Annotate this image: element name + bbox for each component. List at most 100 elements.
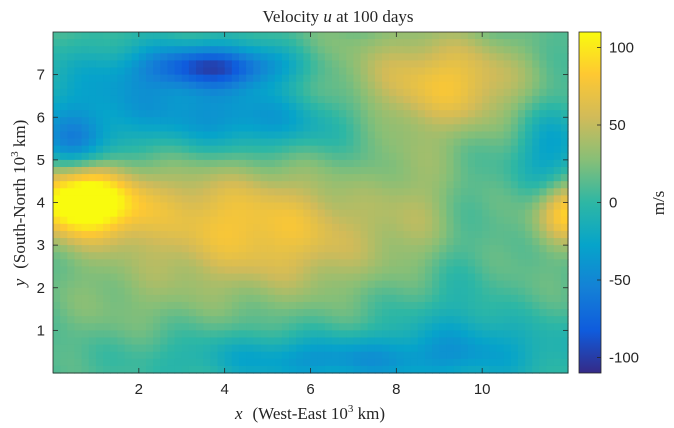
heatmap-cell xyxy=(81,301,90,310)
heatmap-cell xyxy=(374,138,383,147)
heatmap-cell xyxy=(324,294,333,303)
heatmap-cell xyxy=(546,166,555,175)
heatmap-cell xyxy=(560,287,569,296)
heatmap-cell xyxy=(196,117,204,125)
heatmap-cell xyxy=(160,358,169,367)
heatmap-cell xyxy=(224,60,233,69)
heatmap-cell xyxy=(432,124,440,133)
heatmap-cell xyxy=(74,294,83,303)
heatmap-cell xyxy=(274,95,283,104)
heatmap-cell xyxy=(453,223,462,232)
heatmap-cell xyxy=(95,294,104,303)
heatmap-cell xyxy=(124,330,133,339)
heatmap-cell xyxy=(331,174,340,182)
heatmap-cell xyxy=(53,259,61,268)
heatmap-cell xyxy=(346,174,355,182)
heatmap-cell xyxy=(467,202,476,211)
heatmap-cell xyxy=(482,245,490,253)
heatmap-cell xyxy=(317,110,326,118)
heatmap-cell xyxy=(339,103,347,111)
heatmap-cell xyxy=(496,223,505,232)
heatmap-cell xyxy=(339,230,347,239)
heatmap-cell xyxy=(224,216,233,225)
heatmap-cell xyxy=(281,159,290,168)
heatmap-cell xyxy=(260,138,269,147)
heatmap-cell xyxy=(374,365,383,374)
heatmap-cell xyxy=(296,266,304,275)
heatmap-cell xyxy=(131,344,140,353)
heatmap-cell xyxy=(467,103,476,111)
heatmap-cell xyxy=(74,309,83,317)
heatmap-cell xyxy=(110,245,118,253)
heatmap-cell xyxy=(460,166,469,175)
heatmap-cell xyxy=(103,294,111,303)
heatmap-cell xyxy=(210,131,219,140)
heatmap-cell xyxy=(95,145,104,154)
heatmap-cell xyxy=(274,74,283,83)
heatmap-cell xyxy=(196,223,204,232)
heatmap-cell xyxy=(303,46,312,54)
heatmap-cell xyxy=(432,145,440,154)
heatmap-cell xyxy=(253,53,262,62)
heatmap-cell xyxy=(131,103,140,111)
heatmap-cell xyxy=(475,287,483,296)
heatmap-cell xyxy=(217,230,226,239)
heatmap-cell xyxy=(374,174,383,182)
heatmap-cell xyxy=(331,252,340,260)
heatmap-cell xyxy=(167,202,176,211)
heatmap-cell xyxy=(103,238,111,246)
heatmap-cell xyxy=(539,152,548,161)
heatmap-cell xyxy=(446,259,455,268)
heatmap-cell xyxy=(296,280,304,289)
heatmap-cell xyxy=(95,67,104,76)
heatmap-cell xyxy=(296,145,304,154)
heatmap-cell xyxy=(360,117,369,125)
heatmap-cell xyxy=(103,67,111,76)
heatmap-cell xyxy=(145,46,154,54)
heatmap-cell xyxy=(131,280,140,289)
heatmap-cell xyxy=(367,330,376,339)
heatmap-cell xyxy=(360,53,369,62)
heatmap-cell xyxy=(496,131,505,140)
heatmap-cell xyxy=(303,316,312,324)
heatmap-cell xyxy=(482,223,490,232)
heatmap-cell xyxy=(260,32,269,40)
heatmap-cell xyxy=(403,195,412,204)
heatmap-cell xyxy=(396,103,405,111)
heatmap-cell xyxy=(253,337,262,346)
heatmap-cell xyxy=(439,216,447,225)
heatmap-cell xyxy=(203,266,211,275)
heatmap-cell xyxy=(303,74,312,83)
heatmap-cell xyxy=(346,252,355,260)
heatmap-cell xyxy=(110,358,118,367)
heatmap-cell xyxy=(417,309,426,317)
heatmap-cell xyxy=(224,259,233,268)
heatmap-cell xyxy=(188,266,197,275)
heatmap-cell xyxy=(310,88,319,97)
heatmap-cell xyxy=(124,216,133,225)
heatmap-cell xyxy=(525,138,533,147)
heatmap-cell xyxy=(67,46,76,54)
heatmap-cell xyxy=(289,159,297,168)
heatmap-cell xyxy=(553,216,562,225)
heatmap-cell xyxy=(424,266,433,275)
heatmap-cell xyxy=(95,74,104,83)
heatmap-cell xyxy=(174,294,183,303)
heatmap-cell xyxy=(525,287,533,296)
heatmap-cell xyxy=(317,273,326,282)
heatmap-cell xyxy=(560,88,569,97)
x-tick-label: 2 xyxy=(135,381,143,398)
heatmap-cell xyxy=(196,166,204,175)
heatmap-cell xyxy=(410,245,419,253)
heatmap-cell xyxy=(117,337,126,346)
heatmap-cell xyxy=(389,294,397,303)
heatmap-cell xyxy=(260,195,269,204)
heatmap-cell xyxy=(188,280,197,289)
heatmap-cell xyxy=(460,174,469,182)
heatmap-cell xyxy=(510,53,519,62)
heatmap-cell xyxy=(210,174,219,182)
heatmap-cell xyxy=(496,117,505,125)
heatmap-cell xyxy=(446,53,455,62)
heatmap-cell xyxy=(153,358,161,367)
heatmap-cell xyxy=(367,53,376,62)
